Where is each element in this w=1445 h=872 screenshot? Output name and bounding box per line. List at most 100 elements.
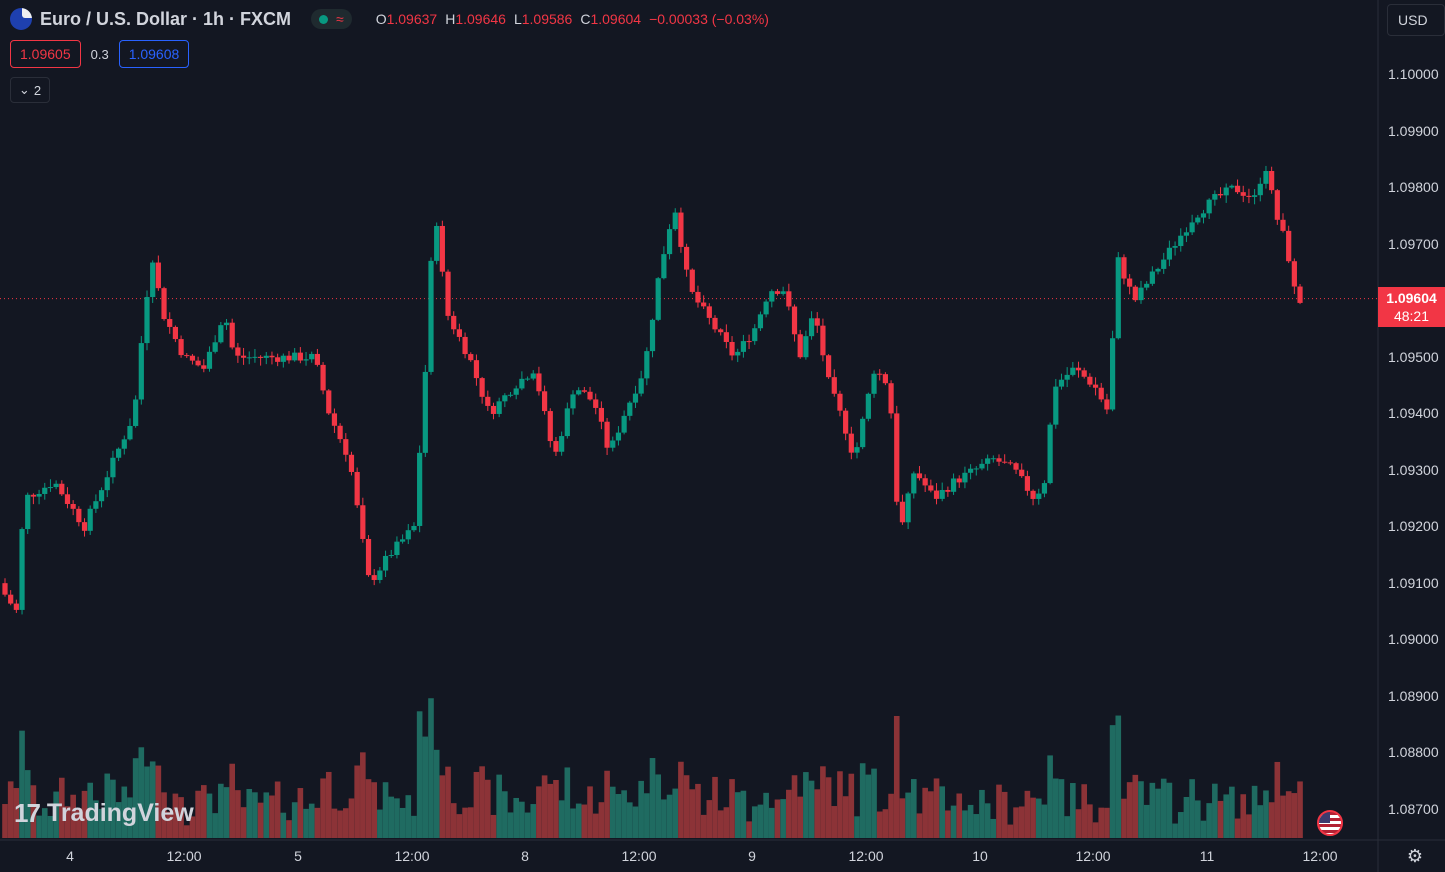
candle [831,369,837,397]
candle [1297,284,1303,305]
volume-bar [905,792,911,838]
candle [1166,240,1172,267]
candle [780,286,786,296]
volume-bar [104,773,111,838]
high-label: H [445,11,456,27]
candle [1286,225,1292,264]
low-value: 1.09586 [521,11,573,27]
candle [184,353,190,358]
candle [1036,488,1042,505]
candle [388,549,394,558]
volume-bar [53,791,59,838]
candle [1047,422,1053,485]
candle [138,336,144,405]
candle [570,390,576,415]
volume-bar [848,773,855,838]
volume-bar [564,767,571,838]
time-axis-label: 5 [294,848,302,864]
candle [1291,258,1297,295]
volume-bar [507,812,514,838]
candle [763,299,769,318]
candle [576,387,582,396]
sell-button[interactable]: 1.09605 [10,40,81,68]
volume-bar [348,798,355,838]
volume-bar [223,787,230,838]
volume-bar [235,790,241,838]
volume-bar [1115,715,1122,838]
volume-bar [115,802,122,838]
symbol-title[interactable]: Euro / U.S. Dollar · 1h · FXCM [40,8,292,29]
eurusd-flag-icon [10,8,32,30]
volume-bar [161,792,167,838]
volume-bar [814,789,821,838]
volume-bar [638,780,644,838]
candle [1183,227,1190,243]
volume-bar [274,781,281,838]
candle [502,393,508,408]
bar-countdown: 48:21 [1393,308,1430,324]
volume-bar [513,797,519,838]
candle [206,346,213,372]
chart-header: Euro / U.S. Dollar · 1h · FXCM ≈ O1.0963… [0,0,769,38]
volume-bar [64,806,71,838]
candle [167,312,173,334]
volume-bar [189,816,196,838]
volume-bar [1143,804,1150,838]
volume-bar [127,797,133,838]
volume-bar [746,821,752,838]
volume-bar [1195,800,1201,838]
volume-bar [553,779,559,838]
candle [950,473,957,495]
candle [803,330,809,360]
candle [81,518,88,537]
candle [559,431,565,456]
us-flag-icon[interactable] [1317,810,1343,836]
volume-bar [399,807,406,838]
candle [990,455,996,463]
collapse-indicators-button[interactable]: ⌄ 2 [10,77,50,103]
volume-bar [416,711,423,838]
currency-button[interactable]: USD [1387,4,1445,36]
volume-bar [76,808,82,838]
volume-bar [1246,814,1252,838]
volume-bar [933,778,940,838]
volume-bar [865,774,872,838]
candle [1269,166,1275,194]
volume-bar [598,802,605,838]
candle [303,352,309,366]
candle [377,567,383,584]
volume-bar [303,808,309,838]
settings-gear-icon[interactable]: ⚙ [1406,845,1424,866]
candle [638,370,644,397]
tradingview-logo[interactable]: 17 TradingView [14,798,194,829]
candle [1149,266,1155,286]
volume-bar [1121,798,1127,838]
candle [161,286,167,321]
candle [1252,189,1258,205]
volume-bar [1126,782,1133,838]
candle [985,454,991,471]
volume-bar [473,771,480,838]
candle [979,459,985,471]
candle [42,482,48,500]
candle [343,433,349,462]
candle [564,402,570,439]
volume-bar [1149,782,1156,838]
volume-bar [1183,796,1190,838]
volume-bar [774,799,781,838]
candle [701,295,707,310]
candle [519,371,525,391]
volume-bar [388,796,395,838]
volume-bar [899,798,906,838]
candle [962,466,968,489]
candle [331,408,338,434]
buy-button[interactable]: 1.09608 [118,40,190,68]
volume-bar [757,804,764,838]
candle [13,599,19,613]
volume-bar [450,803,457,838]
volume-bar [1274,761,1281,838]
volume-bar [797,796,803,838]
market-status[interactable]: ≈ [311,9,352,29]
candle [729,336,735,361]
